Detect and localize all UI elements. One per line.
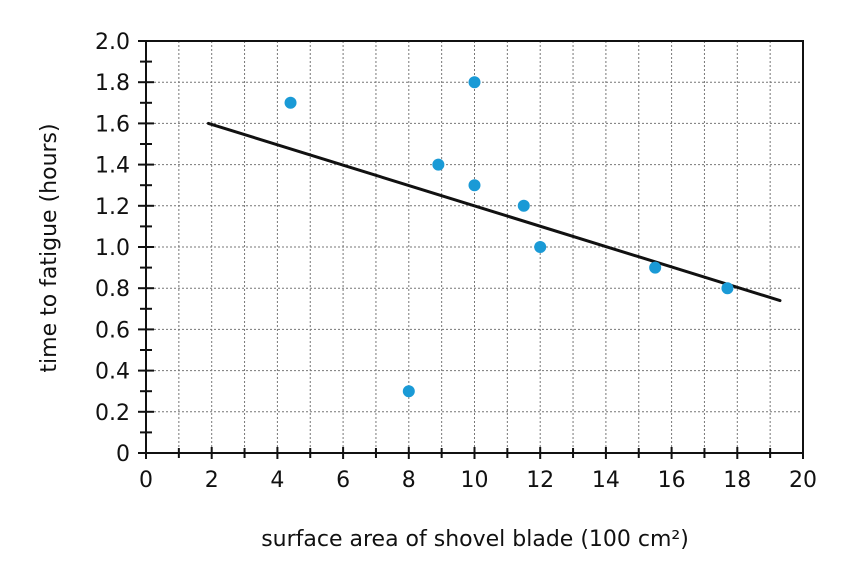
y-tick-label: 0.6: [95, 318, 130, 343]
points-layer: [284, 76, 734, 398]
axis-layer: 0 2 4 6 8 10 12 14 16 18 20 0 0.2 0.4 0.6 0.8 1.0 1.2 1.4 1…: [95, 30, 817, 493]
y-tick-label: 0.4: [95, 360, 130, 385]
x-tick-label: 16: [658, 468, 686, 493]
x-tick-label: 6: [336, 468, 350, 493]
x-tick-label: 18: [723, 468, 751, 493]
y-tick-label: 1.8: [95, 71, 130, 96]
data-point: [517, 199, 530, 212]
x-tick-label: 14: [592, 468, 620, 493]
y-tick-label: 1.0: [95, 236, 130, 261]
grid-layer: [146, 41, 803, 453]
x-tick-label: 10: [461, 468, 489, 493]
y-tick-label: 0.2: [95, 401, 130, 426]
trend-line: [206, 121, 782, 303]
data-point: [402, 385, 415, 398]
trend-layer: [206, 121, 782, 303]
y-tick-label: 1.2: [95, 195, 130, 220]
data-point: [468, 179, 481, 192]
x-tick-label: 20: [789, 468, 817, 493]
x-tick-label: 0: [139, 468, 153, 493]
x-axis-title: surface area of shovel blade (100 cm²): [261, 527, 689, 552]
y-tick-label: 1.6: [95, 112, 130, 137]
x-tick-label: 2: [205, 468, 219, 493]
data-point: [721, 282, 734, 295]
y-tick-label: 2.0: [95, 30, 130, 55]
y-tick-label: 0: [116, 442, 130, 467]
y-axis-title: time to fatigue (hours): [37, 123, 62, 372]
y-tick-label: 0.8: [95, 277, 130, 302]
y-tick-label: 1.4: [95, 154, 130, 179]
data-point: [534, 241, 547, 253]
data-point: [432, 158, 445, 171]
x-tick-label: 8: [402, 468, 416, 493]
x-tick-label: 4: [270, 468, 284, 493]
data-point: [649, 261, 662, 274]
data-point: [468, 76, 481, 89]
data-point: [284, 96, 297, 109]
x-tick-label: 12: [526, 468, 554, 493]
